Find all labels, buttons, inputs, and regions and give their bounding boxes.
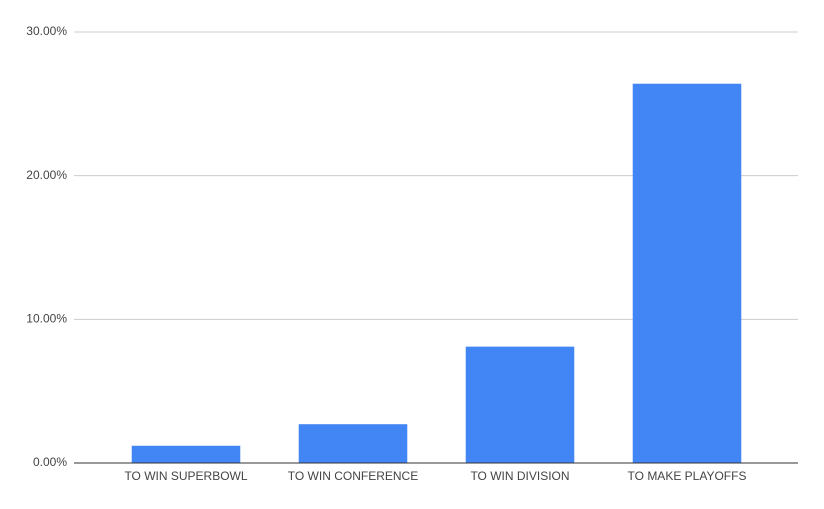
bar [298, 424, 408, 463]
y-tick-label: 10.00% [26, 312, 67, 326]
x-tick-label: TO WIN SUPERBOWL [124, 469, 247, 483]
x-tick-label: TO MAKE PLAYOFFS [628, 469, 747, 483]
bar [131, 445, 241, 463]
y-tick-label: 0.00% [33, 455, 67, 469]
bar [465, 346, 575, 463]
bar [632, 83, 742, 463]
y-tick-label: 30.00% [26, 24, 67, 38]
y-tick-label: 20.00% [26, 168, 67, 182]
x-tick-label: TO WIN DIVISION [470, 469, 569, 483]
x-tick-label: TO WIN CONFERENCE [288, 469, 418, 483]
